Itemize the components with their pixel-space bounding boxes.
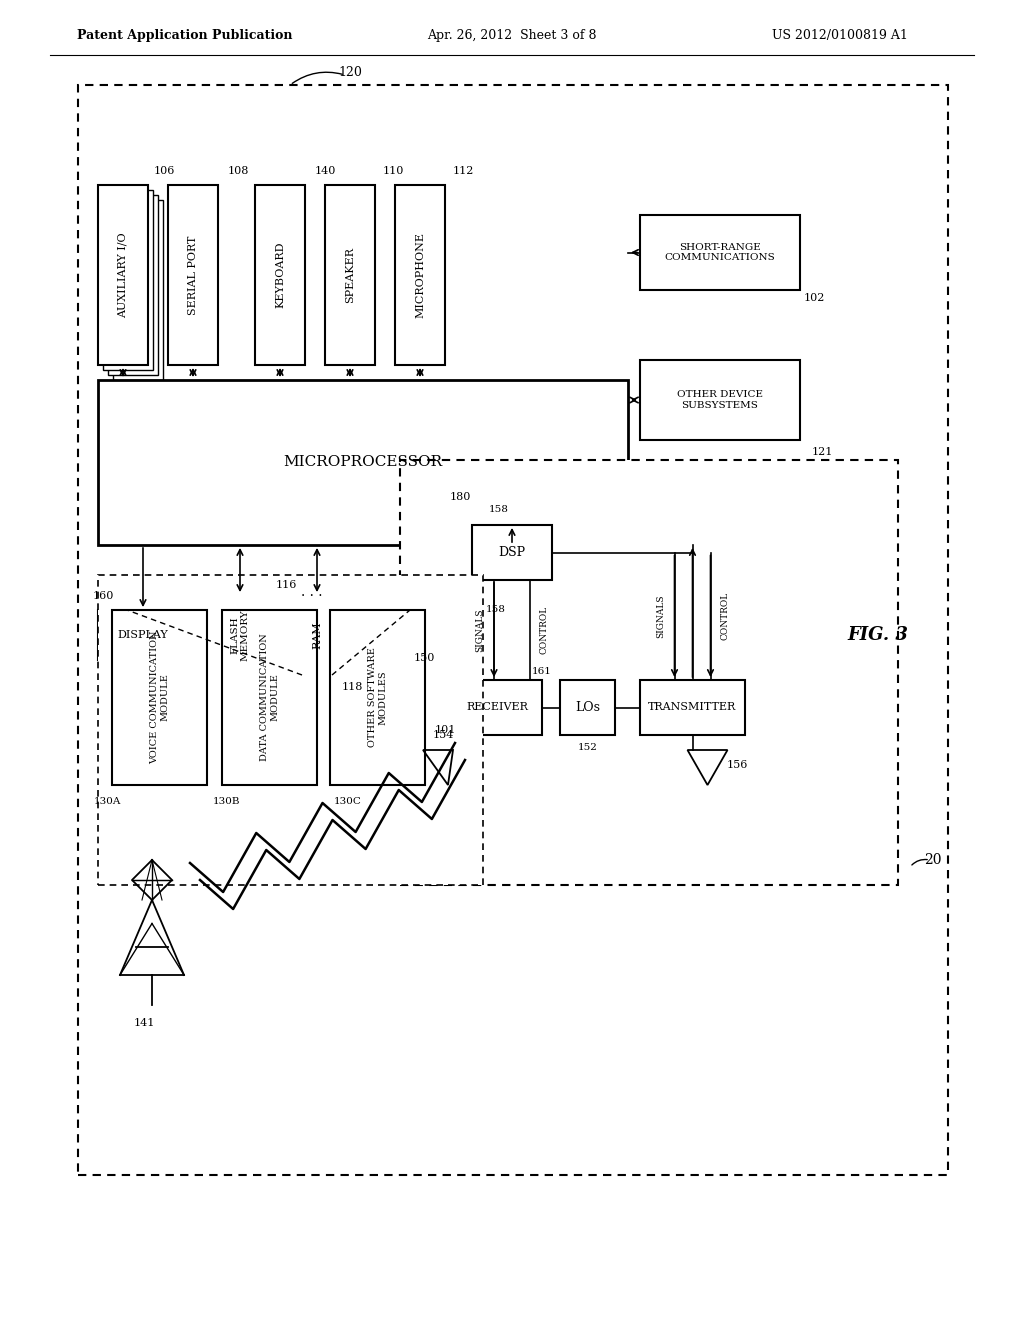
FancyBboxPatch shape xyxy=(98,185,148,366)
Text: RAM: RAM xyxy=(312,622,322,649)
Text: Patent Application Publication: Patent Application Publication xyxy=(77,29,293,41)
Text: KEYBOARD: KEYBOARD xyxy=(275,242,285,309)
Text: SERIAL PORT: SERIAL PORT xyxy=(188,235,198,314)
Text: 152: 152 xyxy=(578,742,597,751)
Text: 108: 108 xyxy=(227,166,249,176)
FancyBboxPatch shape xyxy=(640,360,800,440)
FancyBboxPatch shape xyxy=(560,680,615,735)
Text: 130B: 130B xyxy=(213,796,241,805)
Text: FIG. 3: FIG. 3 xyxy=(848,626,908,644)
Text: 102: 102 xyxy=(803,293,824,304)
FancyBboxPatch shape xyxy=(472,525,552,579)
Text: 101: 101 xyxy=(434,725,456,735)
Text: 121: 121 xyxy=(811,447,833,457)
Text: RECEIVER: RECEIVER xyxy=(466,702,528,713)
Text: 130A: 130A xyxy=(93,796,121,805)
FancyBboxPatch shape xyxy=(325,185,375,366)
Text: 141: 141 xyxy=(133,1018,155,1028)
FancyBboxPatch shape xyxy=(330,610,425,785)
FancyBboxPatch shape xyxy=(112,610,207,785)
Text: DATA COMMUNICATION
MODULE: DATA COMMUNICATION MODULE xyxy=(260,634,280,762)
Text: 116: 116 xyxy=(275,579,297,590)
Text: 156: 156 xyxy=(727,760,749,770)
Text: 158: 158 xyxy=(489,506,509,515)
Text: SIGNALS: SIGNALS xyxy=(475,609,484,652)
FancyBboxPatch shape xyxy=(78,84,948,1175)
FancyBboxPatch shape xyxy=(210,595,270,675)
FancyBboxPatch shape xyxy=(108,195,158,375)
FancyBboxPatch shape xyxy=(222,610,317,785)
Text: MICROPROCESSOR: MICROPROCESSOR xyxy=(284,455,442,470)
Text: DSP: DSP xyxy=(499,546,525,558)
Text: 110: 110 xyxy=(382,166,403,176)
Text: DISPLAY: DISPLAY xyxy=(118,630,168,640)
Text: 20: 20 xyxy=(925,853,942,867)
FancyBboxPatch shape xyxy=(168,185,218,366)
FancyBboxPatch shape xyxy=(452,680,542,735)
FancyBboxPatch shape xyxy=(292,595,342,675)
FancyBboxPatch shape xyxy=(640,680,745,735)
FancyBboxPatch shape xyxy=(98,610,188,660)
Text: Apr. 26, 2012  Sheet 3 of 8: Apr. 26, 2012 Sheet 3 of 8 xyxy=(427,29,597,41)
Text: FLASH
MEMORY: FLASH MEMORY xyxy=(230,610,250,661)
Text: CONTROL: CONTROL xyxy=(540,606,549,655)
Text: 161: 161 xyxy=(532,668,552,676)
FancyBboxPatch shape xyxy=(395,185,445,366)
Text: VOICE COMMUNICATION
MODULE: VOICE COMMUNICATION MODULE xyxy=(150,631,169,764)
Text: AUXILIARY I/O: AUXILIARY I/O xyxy=(118,232,128,318)
FancyBboxPatch shape xyxy=(103,190,153,370)
Text: 118: 118 xyxy=(341,682,362,692)
FancyBboxPatch shape xyxy=(400,459,898,884)
Text: TRANSMITTER: TRANSMITTER xyxy=(648,702,736,713)
Text: 158: 158 xyxy=(486,606,506,615)
Text: 154: 154 xyxy=(432,730,454,741)
Text: OTHER SOFTWARE
MODULES: OTHER SOFTWARE MODULES xyxy=(368,648,387,747)
Text: 130C: 130C xyxy=(334,796,361,805)
Text: US 2012/0100819 A1: US 2012/0100819 A1 xyxy=(772,29,908,41)
Text: SHORT-RANGE
COMMUNICATIONS: SHORT-RANGE COMMUNICATIONS xyxy=(665,243,775,263)
Text: 160: 160 xyxy=(92,591,114,601)
Text: 180: 180 xyxy=(450,492,471,502)
Text: 112: 112 xyxy=(453,166,474,176)
FancyBboxPatch shape xyxy=(98,576,483,884)
Text: . . .: . . . xyxy=(301,585,323,599)
Text: 120: 120 xyxy=(338,66,361,78)
FancyBboxPatch shape xyxy=(255,185,305,366)
Text: LOs: LOs xyxy=(575,701,600,714)
Text: 150: 150 xyxy=(414,653,434,663)
Text: 140: 140 xyxy=(314,166,336,176)
Text: OTHER DEVICE
SUBSYSTEMS: OTHER DEVICE SUBSYSTEMS xyxy=(677,391,763,409)
Text: CONTROL: CONTROL xyxy=(720,593,729,640)
Text: MICROPHONE: MICROPHONE xyxy=(415,232,425,318)
Text: 106: 106 xyxy=(154,166,175,176)
FancyBboxPatch shape xyxy=(640,215,800,290)
Text: SIGNALS: SIGNALS xyxy=(656,594,665,638)
FancyBboxPatch shape xyxy=(113,201,163,380)
Text: SPEAKER: SPEAKER xyxy=(345,247,355,304)
FancyBboxPatch shape xyxy=(98,380,628,545)
